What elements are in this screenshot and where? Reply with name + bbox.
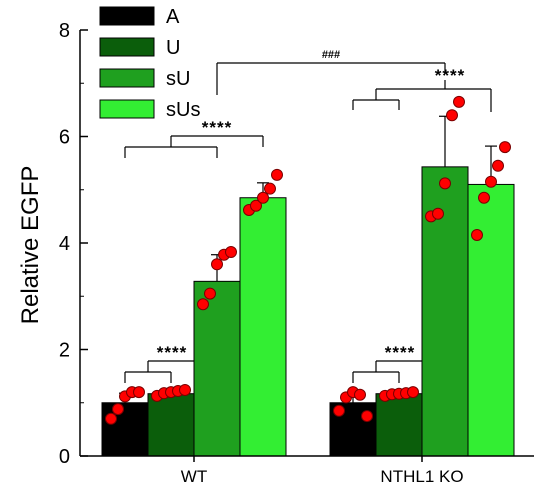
- legend-label-sU: sU: [166, 68, 190, 90]
- legend-label-U: U: [166, 37, 180, 59]
- data-point: [499, 141, 511, 154]
- legend-label-sUs: sUs: [166, 99, 200, 121]
- bar-U-ko: [375, 393, 423, 457]
- data-point: [432, 207, 444, 220]
- data-point: [333, 404, 345, 417]
- data-point: [271, 168, 283, 181]
- significance-label: ****: [435, 66, 465, 85]
- y-axis-label: Relative EGFP: [17, 166, 44, 325]
- data-point: [211, 258, 223, 271]
- bar-sU-ko: [421, 166, 469, 457]
- y-tick-label: 6: [59, 127, 70, 149]
- data-point: [105, 412, 117, 425]
- data-point: [471, 229, 483, 242]
- axes: 0 2 4 6 8 WT NTHL1 KO: [59, 20, 534, 486]
- bars-layer: [101, 166, 515, 457]
- significance-label: ****: [202, 118, 232, 137]
- significance-label: ****: [385, 343, 415, 362]
- y-tick-label: 8: [59, 20, 70, 42]
- data-point: [446, 109, 458, 122]
- data-point: [250, 199, 262, 212]
- data-point: [264, 182, 276, 195]
- legend-swatch-sU: [99, 68, 155, 88]
- data-point: [354, 388, 366, 401]
- legend-swatch-A: [99, 6, 155, 26]
- data-point: [112, 403, 124, 416]
- data-point: [407, 386, 419, 399]
- data-points-layer: [105, 95, 511, 425]
- data-point: [204, 287, 216, 300]
- data-point: [478, 191, 490, 204]
- legend-swatch-U: [99, 37, 155, 57]
- bar-sUs-ko: [467, 183, 515, 457]
- data-point: [133, 386, 145, 399]
- bar-U-wt: [147, 393, 195, 457]
- x-tick-label: WT: [181, 467, 207, 486]
- data-point: [492, 159, 504, 172]
- bar-sU-wt: [193, 280, 241, 457]
- bar-A-wt: [101, 402, 149, 457]
- y-tick-label: 4: [59, 233, 70, 255]
- significance-brackets: **** **** **** **** ###: [124, 49, 492, 383]
- data-point: [197, 298, 209, 311]
- data-point: [179, 383, 191, 396]
- data-point: [225, 246, 237, 259]
- significance-label: ****: [157, 343, 187, 362]
- data-point: [257, 191, 269, 204]
- legend-label-A: A: [166, 6, 180, 28]
- data-point: [439, 177, 451, 190]
- significance-label: ###: [322, 49, 340, 61]
- data-point: [485, 175, 497, 188]
- data-point: [361, 410, 373, 423]
- bar-sUs-wt: [239, 197, 287, 457]
- y-tick-label: 2: [59, 340, 70, 362]
- data-point: [453, 95, 465, 108]
- y-tick-label: 0: [59, 446, 70, 468]
- x-tick-label: NTHL1 KO: [380, 467, 463, 486]
- legend-swatch-sUs: [99, 99, 155, 119]
